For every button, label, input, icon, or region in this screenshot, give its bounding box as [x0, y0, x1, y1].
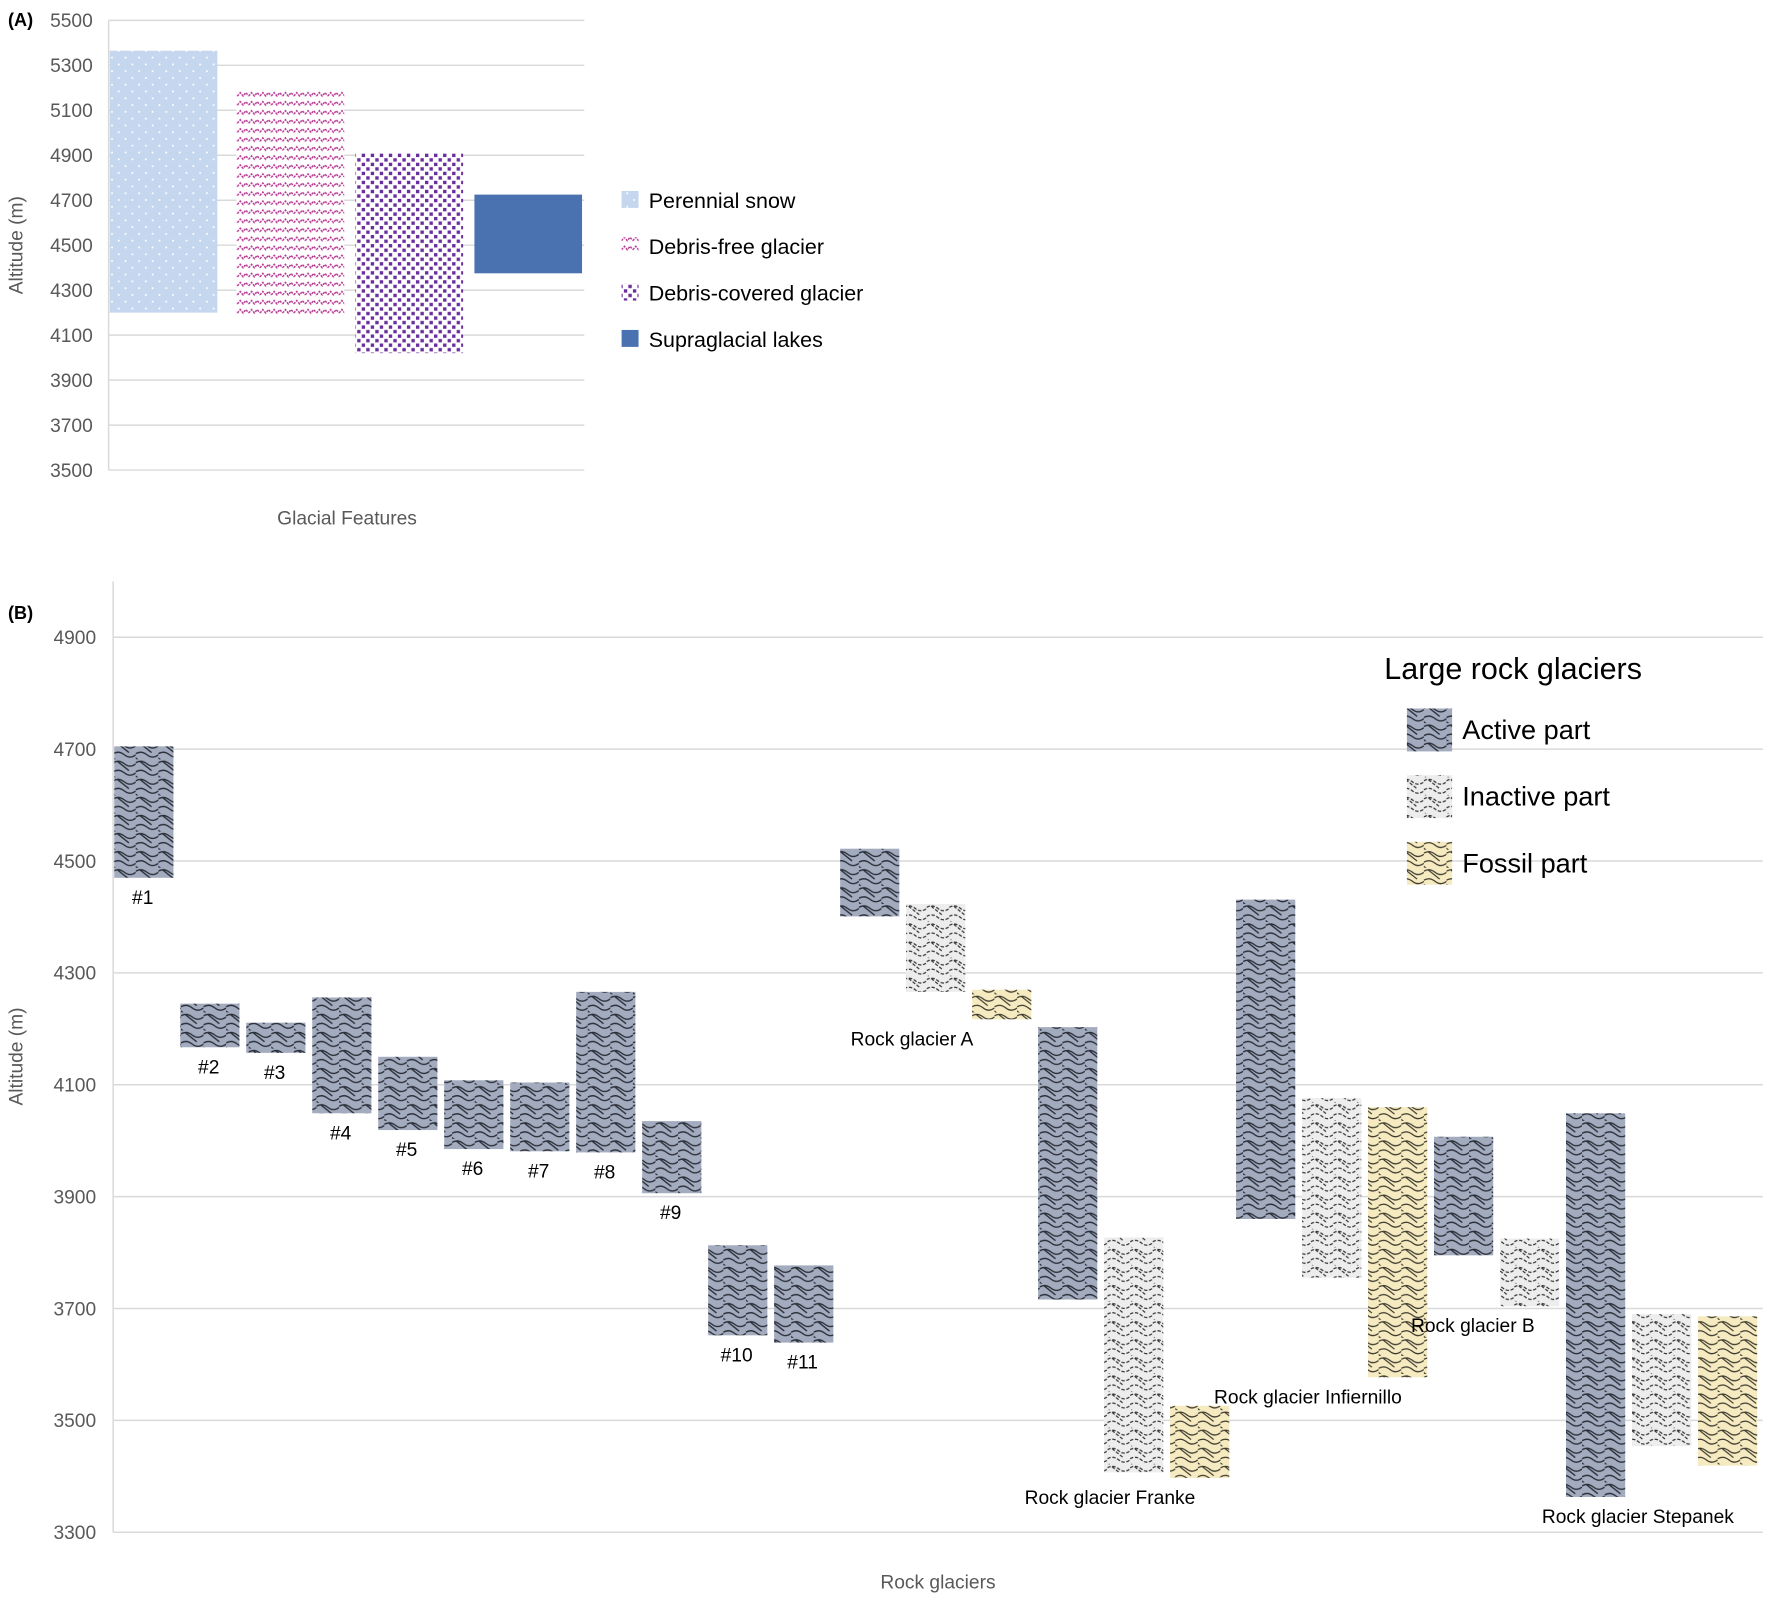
- group-label: Rock glacier A: [851, 1029, 974, 1050]
- y-tick-label: 4700: [50, 191, 93, 212]
- group-label: #3: [264, 1063, 285, 1084]
- bar-inactive-part: [1104, 1237, 1164, 1473]
- bar-active-part: [774, 1265, 834, 1343]
- bars-b: #1 #2 #3 #4 #5 #6 #7 #8 #9 #10 #11 Rock glacier A Ro…: [114, 746, 1758, 1528]
- bar-active-part: [708, 1245, 768, 1336]
- bar-debris-covered-glacier: [355, 153, 464, 354]
- y-tick-label: 4100: [50, 326, 93, 347]
- bar-active-part: [378, 1056, 438, 1131]
- y-tick-label: 5300: [50, 56, 93, 77]
- y-tick-label: 3900: [50, 371, 93, 392]
- legend-label: Perennial snow: [649, 189, 796, 213]
- bar-inactive-part: [906, 904, 966, 992]
- y-tick-label: 3500: [53, 1411, 96, 1432]
- chart-a: (A) Altitude (m) Glacial Features 3500 37…: [7, 10, 864, 529]
- panel-label-b: (B): [8, 603, 33, 623]
- legend-swatch: [1406, 708, 1453, 752]
- bar-inactive-part: [1500, 1238, 1560, 1307]
- bar-debris-free-glacier: [236, 90, 345, 315]
- legend-label: Supraglacial lakes: [649, 328, 823, 352]
- y-tick-label: 4100: [53, 1076, 96, 1097]
- bar-active-part: [576, 991, 636, 1153]
- bar-perennial-snow: [109, 50, 218, 313]
- group-label: #4: [330, 1123, 352, 1144]
- bar-fossil-part: [1368, 1107, 1428, 1378]
- group-label: #10: [721, 1345, 753, 1366]
- x-axis-label-b: Rock glaciers: [880, 1573, 995, 1594]
- group-label: Rock glacier Franke: [1025, 1488, 1196, 1509]
- bar-active-part: [840, 848, 900, 917]
- bar-active-part: [312, 997, 372, 1114]
- x-axis-label-a: Glacial Features: [277, 508, 417, 529]
- y-tick-label: 3700: [53, 1299, 96, 1320]
- legend-a: Perennial snow Debris-free glacier Debris-…: [621, 189, 864, 352]
- bars-a: [109, 50, 583, 354]
- group-label: Rock glacier Stepanek: [1542, 1507, 1734, 1528]
- bar-fossil-part: [1697, 1316, 1758, 1466]
- bar-supraglacial-lakes: [474, 194, 583, 274]
- group-label: #2: [198, 1057, 219, 1078]
- bar-active-part: [642, 1121, 702, 1194]
- chart-b: (B) Altitude (m) Rock glaciers 3300 3500 3…: [7, 581, 1763, 1594]
- bar-active-part: [114, 746, 174, 878]
- legend-label: Fossil part: [1462, 847, 1588, 878]
- bar-active-part: [1236, 899, 1296, 1219]
- bar-active-part: [444, 1080, 504, 1150]
- legend-swatch: [621, 237, 639, 255]
- legend-swatch: [621, 329, 639, 347]
- legend-swatch: [1406, 775, 1453, 819]
- bar-inactive-part: [1302, 1098, 1362, 1278]
- legend-swatch: [1406, 841, 1453, 885]
- y-tick-label: 4500: [53, 852, 96, 873]
- legend-swatch: [621, 190, 639, 208]
- group-label: #11: [787, 1353, 818, 1374]
- y-tick-label: 3900: [53, 1187, 96, 1208]
- group-label: #7: [528, 1161, 549, 1182]
- group-label: #8: [594, 1162, 615, 1183]
- bar-active-part: [1434, 1136, 1494, 1256]
- y-tick-label: 4500: [50, 236, 93, 257]
- y-tick-label: 4300: [53, 964, 96, 985]
- y-tick-label: 3500: [50, 461, 93, 482]
- y-tick-label: 4300: [50, 281, 93, 302]
- y-tick-label: 5500: [50, 11, 93, 32]
- group-label: Rock glacier B: [1411, 1316, 1535, 1337]
- group-label: Rock glacier Infiernillo: [1214, 1387, 1402, 1408]
- y-tick-label: 3700: [50, 416, 93, 437]
- y-axis-label-a: Altitude (m): [7, 196, 28, 294]
- y-tick-label: 5100: [50, 101, 93, 122]
- legend-b: Large rock glaciers Active part Inactive …: [1384, 652, 1642, 885]
- y-tick-label: 4900: [50, 146, 93, 167]
- bar-fossil-part: [972, 989, 1032, 1020]
- group-label: #9: [660, 1203, 681, 1224]
- bar-inactive-part: [1631, 1314, 1692, 1447]
- bar-active-part: [1038, 1027, 1098, 1300]
- y-tick-label: 4700: [53, 740, 96, 761]
- legend-label: Debris-covered glacier: [649, 282, 864, 306]
- y-axis-label-b: Altitude (m): [7, 1007, 28, 1105]
- legend-label: Active part: [1462, 714, 1591, 745]
- legend-title: Large rock glaciers: [1384, 652, 1642, 686]
- legend-swatch: [621, 283, 639, 301]
- legend-label: Inactive part: [1462, 781, 1610, 812]
- y-tick-label: 4900: [53, 628, 96, 649]
- bar-active-part: [180, 1003, 240, 1048]
- bar-active-part: [246, 1022, 306, 1053]
- legend-label: Debris-free glacier: [649, 235, 824, 259]
- group-label: #1: [132, 888, 153, 909]
- group-label: #6: [462, 1159, 483, 1180]
- bar-fossil-part: [1170, 1405, 1230, 1478]
- bar-active-part: [510, 1082, 570, 1152]
- y-tick-label: 3300: [53, 1523, 96, 1544]
- bar-active-part: [1566, 1113, 1626, 1497]
- group-label: #5: [396, 1140, 417, 1161]
- panel-label-a: (A): [8, 10, 33, 30]
